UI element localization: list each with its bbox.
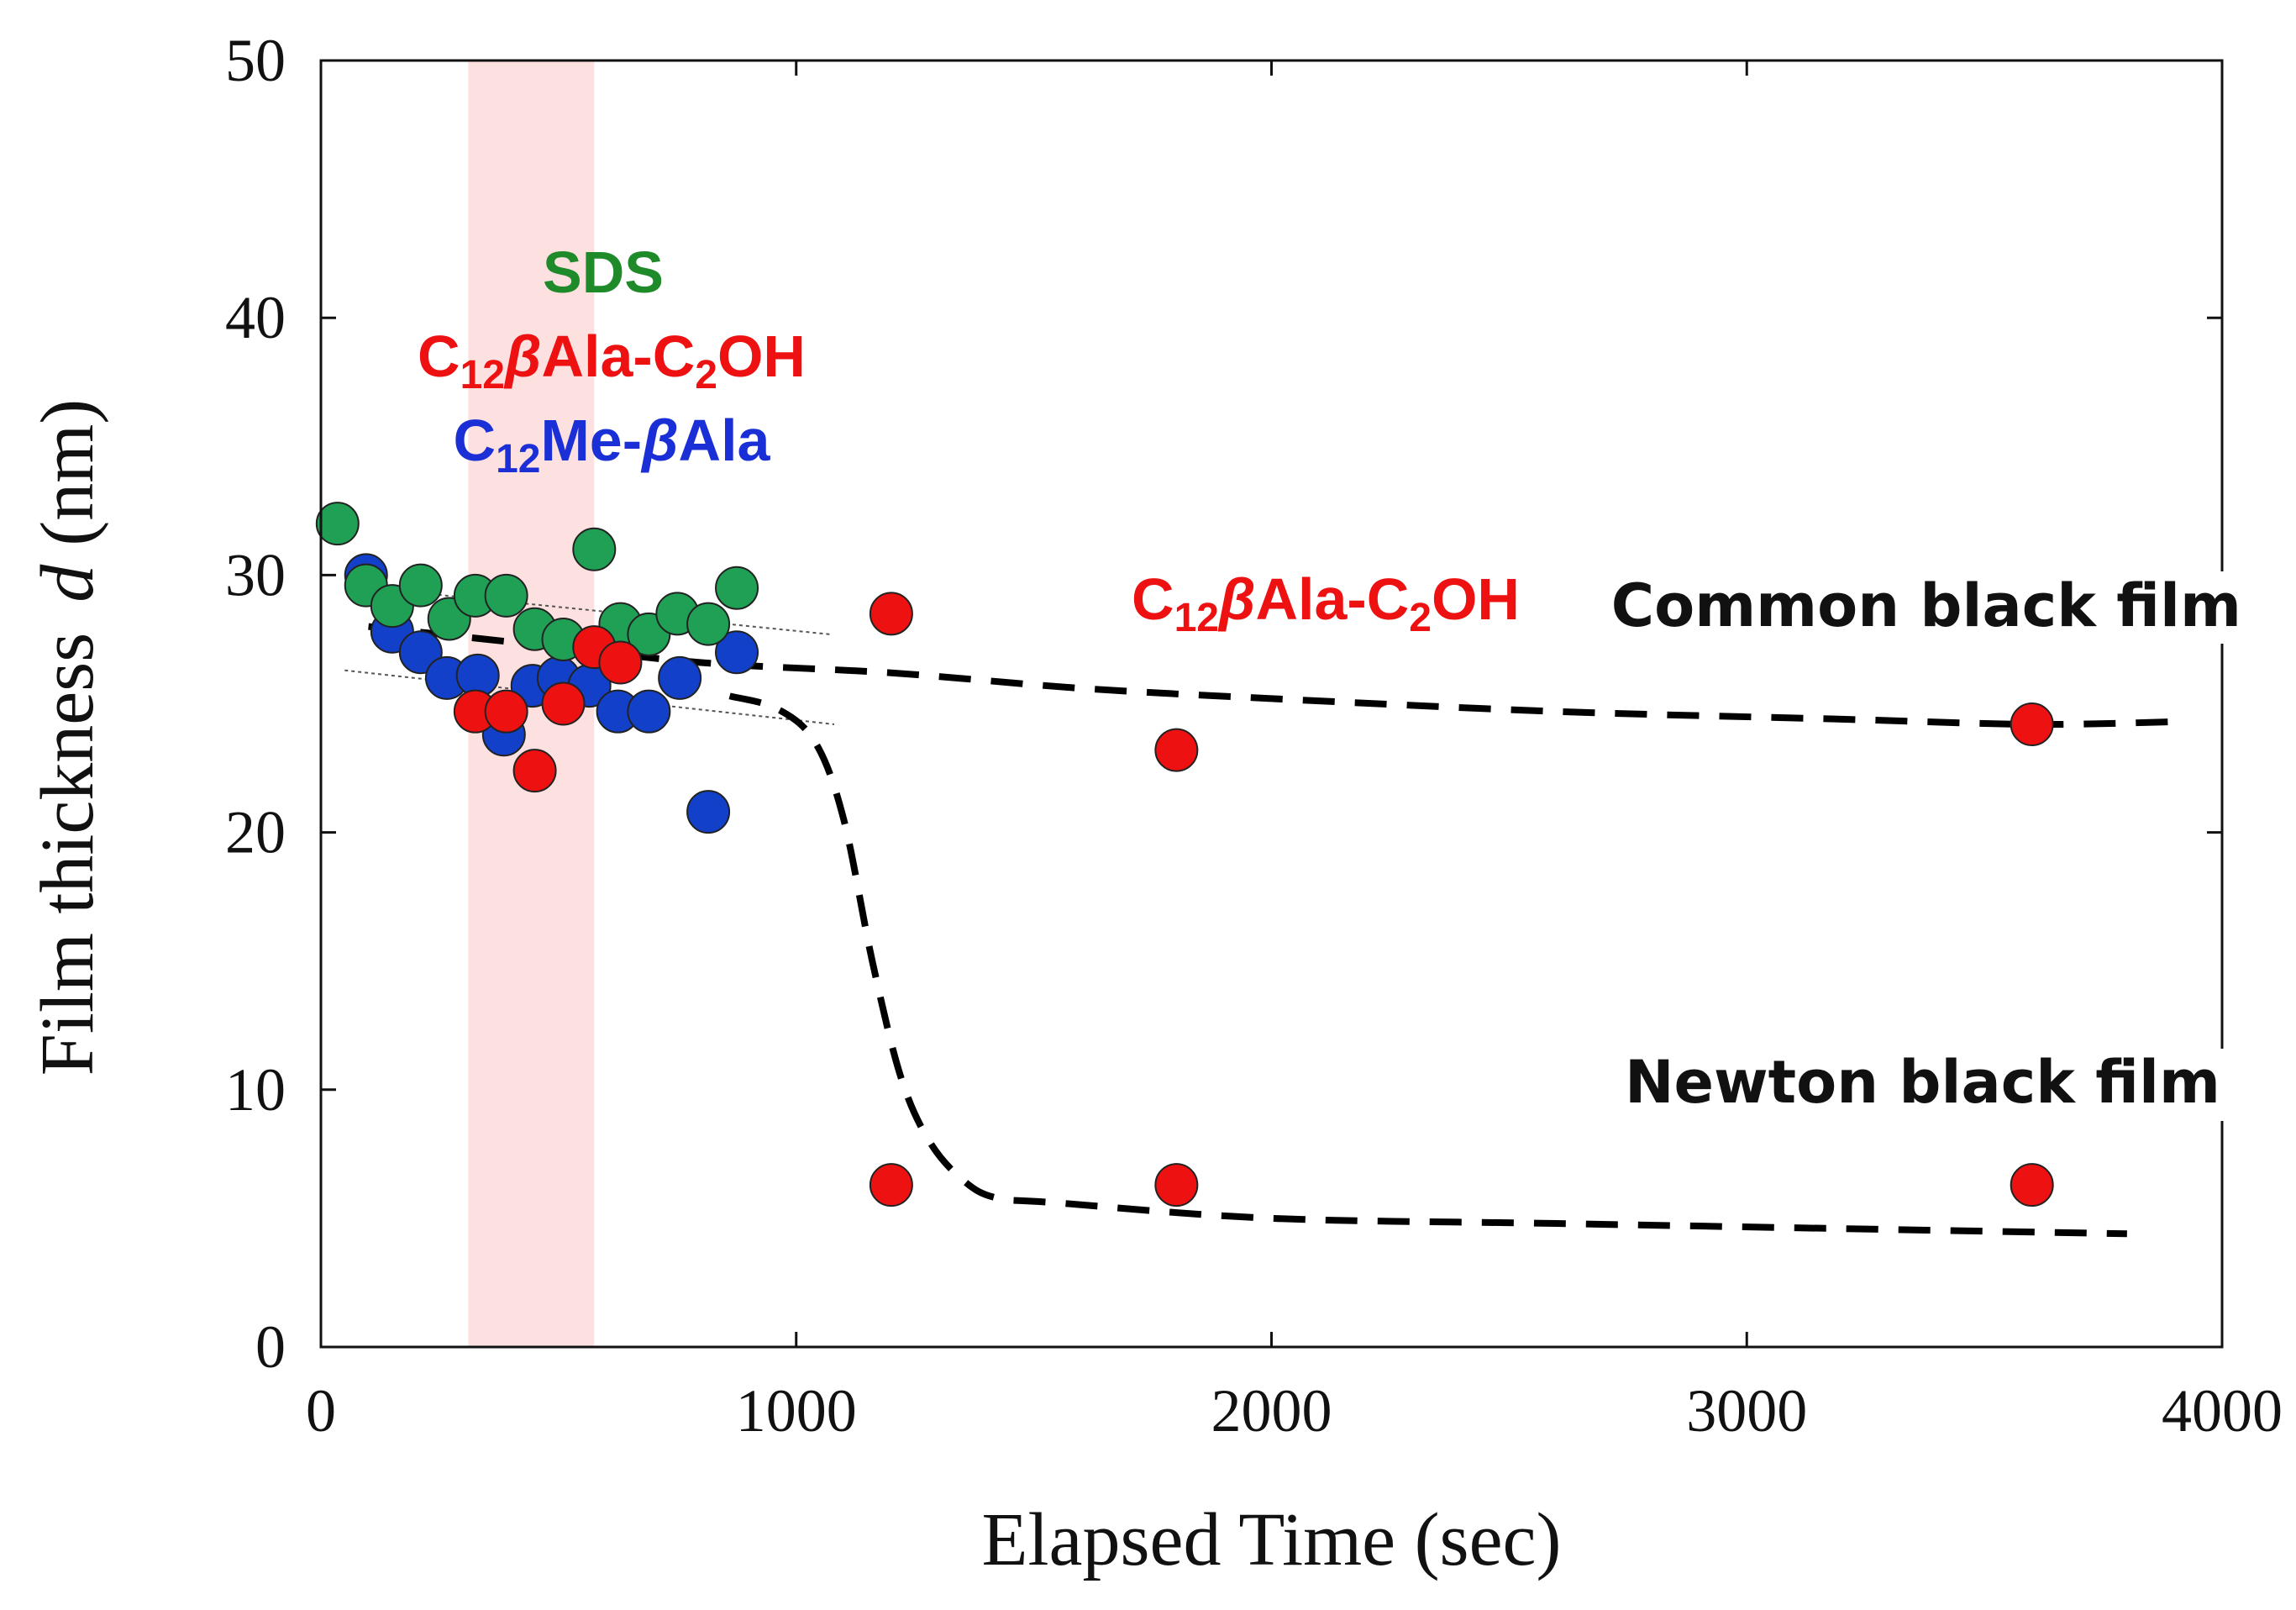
- data-point: [315, 502, 360, 546]
- fit-curve-newton-black-film: [728, 692, 2127, 1238]
- newton-label-background: [1689, 1049, 2251, 1121]
- newton-black-film-label: Newton black film: [1625, 1048, 2220, 1117]
- y-axis-title-text: Film thickness: [26, 633, 109, 1076]
- x-tick-label: 3000: [1686, 1377, 1807, 1444]
- x-tick-label: 4000: [2162, 1377, 2283, 1444]
- series-1: [315, 502, 759, 661]
- data-point: [484, 573, 528, 618]
- data-point: [658, 655, 702, 700]
- y-tick-label: 0: [255, 1313, 286, 1381]
- data-point: [2010, 1163, 2054, 1208]
- data-point: [627, 689, 671, 734]
- y-axis-title-symbol: d: [26, 564, 109, 602]
- data-point: [869, 592, 913, 636]
- axis-ticks: 0 1000 2000 3000 4000 0 10 20 30 40 50: [225, 27, 2283, 1444]
- common-black-film-label: Common black film: [1611, 571, 2241, 640]
- legend-sds: SDS: [543, 239, 664, 305]
- y-tick-label: 20: [225, 799, 286, 866]
- y-tick-label: 40: [225, 284, 286, 351]
- data-point: [715, 630, 759, 675]
- x-tick-label: 1000: [736, 1377, 857, 1444]
- data-point: [572, 527, 617, 571]
- legend-c12bala-c2oh: C12βAla-C2OH: [418, 324, 806, 397]
- y-axis-title: Film thickness d (nm): [26, 399, 109, 1076]
- data-point: [715, 566, 759, 610]
- data-point: [598, 640, 643, 685]
- y-tick-label: 50: [225, 27, 286, 94]
- x-axis-title: Elapsed Time (sec): [982, 1498, 1562, 1581]
- y-axis-title-unit: (nm): [26, 399, 109, 546]
- data-point: [484, 689, 528, 734]
- data-point: [541, 681, 586, 726]
- series-label-c12bala-c2oh: C12βAla-C2OH: [1132, 566, 1520, 640]
- data-points: [315, 502, 2054, 1208]
- data-point: [869, 1163, 913, 1208]
- series-2: [453, 592, 2054, 1208]
- legend-c12me-bala: C12Me-βAla: [454, 408, 771, 481]
- data-point: [398, 563, 443, 608]
- data-point: [512, 749, 557, 793]
- data-point: [2010, 702, 2054, 746]
- x-tick-label: 0: [306, 1377, 336, 1444]
- x-tick-label: 2000: [1211, 1377, 1332, 1444]
- data-point: [686, 602, 731, 646]
- data-point: [1154, 728, 1199, 772]
- data-point: [1154, 1163, 1199, 1208]
- y-tick-label: 30: [225, 541, 286, 608]
- common-label-background: [1689, 571, 2251, 644]
- data-point: [686, 790, 731, 834]
- y-tick-label: 10: [225, 1056, 286, 1123]
